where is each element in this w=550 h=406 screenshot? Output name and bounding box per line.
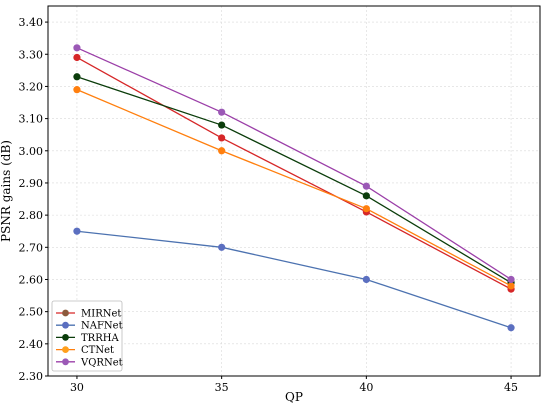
data-point-mirnet bbox=[73, 53, 81, 62]
data-point-trrha bbox=[73, 73, 81, 81]
series-line-nafnet bbox=[76, 230, 512, 329]
x-tick-label: 45 bbox=[504, 381, 518, 394]
x-tick-label: 35 bbox=[215, 381, 229, 394]
legend-label-vqrnet: VQRNet bbox=[80, 357, 123, 368]
data-point-vqrnet bbox=[362, 182, 370, 190]
data-point-mirnet bbox=[218, 134, 226, 142]
y-tick-label: 3.40 bbox=[19, 16, 44, 29]
series-line-vqrnet bbox=[76, 47, 512, 281]
data-point-nafnet bbox=[73, 227, 81, 235]
data-point-ctnet bbox=[362, 205, 370, 213]
data-point-nafnet bbox=[362, 275, 370, 284]
data-point-nafnet bbox=[218, 243, 226, 251]
data-point-trrha bbox=[218, 121, 226, 129]
legend-label-nafnet: NAFNet bbox=[81, 321, 123, 332]
y-tick-label: 2.90 bbox=[19, 177, 44, 190]
series-line-trrha bbox=[76, 76, 512, 284]
legend-label-ctnet: CTNet bbox=[81, 345, 114, 356]
legend-marker-ctnet bbox=[62, 346, 69, 353]
legend-marker-trrha bbox=[62, 334, 69, 341]
legend-label-mirnet: MIRNet bbox=[81, 309, 121, 320]
y-tick-label: 3.10 bbox=[19, 113, 44, 126]
y-tick-label: 2.70 bbox=[19, 241, 44, 254]
data-point-vqrnet bbox=[218, 108, 226, 116]
series-line-ctnet bbox=[76, 89, 512, 287]
y-tick-label: 2.80 bbox=[19, 209, 44, 222]
data-point-trrha bbox=[362, 192, 370, 200]
y-tick-label: 2.30 bbox=[19, 370, 44, 383]
legend-box bbox=[51, 300, 123, 372]
plot-area bbox=[47, 5, 541, 377]
y-tick-label: 3.00 bbox=[19, 145, 44, 158]
data-point-vqrnet bbox=[73, 44, 81, 52]
x-axis-label: QP bbox=[285, 390, 303, 404]
legend-label-trrha: TRRHA bbox=[81, 333, 119, 344]
y-tick-label: 3.20 bbox=[19, 80, 44, 93]
series-line-mirnet bbox=[76, 56, 512, 290]
data-point-nafnet bbox=[507, 324, 515, 332]
x-tick-label: 30 bbox=[70, 381, 84, 394]
legend-marker-nafnet bbox=[62, 321, 69, 329]
y-tick-label: 3.30 bbox=[19, 48, 44, 61]
y-tick-label: 2.40 bbox=[19, 338, 44, 351]
legend-marker-mirnet bbox=[62, 309, 69, 317]
series-layer bbox=[73, 44, 515, 332]
y-tick-label: 2.60 bbox=[19, 273, 44, 286]
data-point-ctnet bbox=[73, 86, 81, 94]
x-tick-label: 40 bbox=[359, 381, 373, 394]
axes: 2.30 2.40 2.50 2.60 2.70 2.80 2.90 3.00 3.10 3.20… bbox=[19, 16, 519, 394]
y-tick-label: 2.50 bbox=[19, 306, 44, 319]
data-point-vqrnet bbox=[507, 275, 515, 284]
legend-marker-vqrnet bbox=[62, 358, 69, 366]
data-point-ctnet bbox=[507, 282, 515, 290]
y-axis-label: PSNR gains (dB) bbox=[0, 140, 13, 242]
data-point-ctnet bbox=[218, 147, 226, 155]
